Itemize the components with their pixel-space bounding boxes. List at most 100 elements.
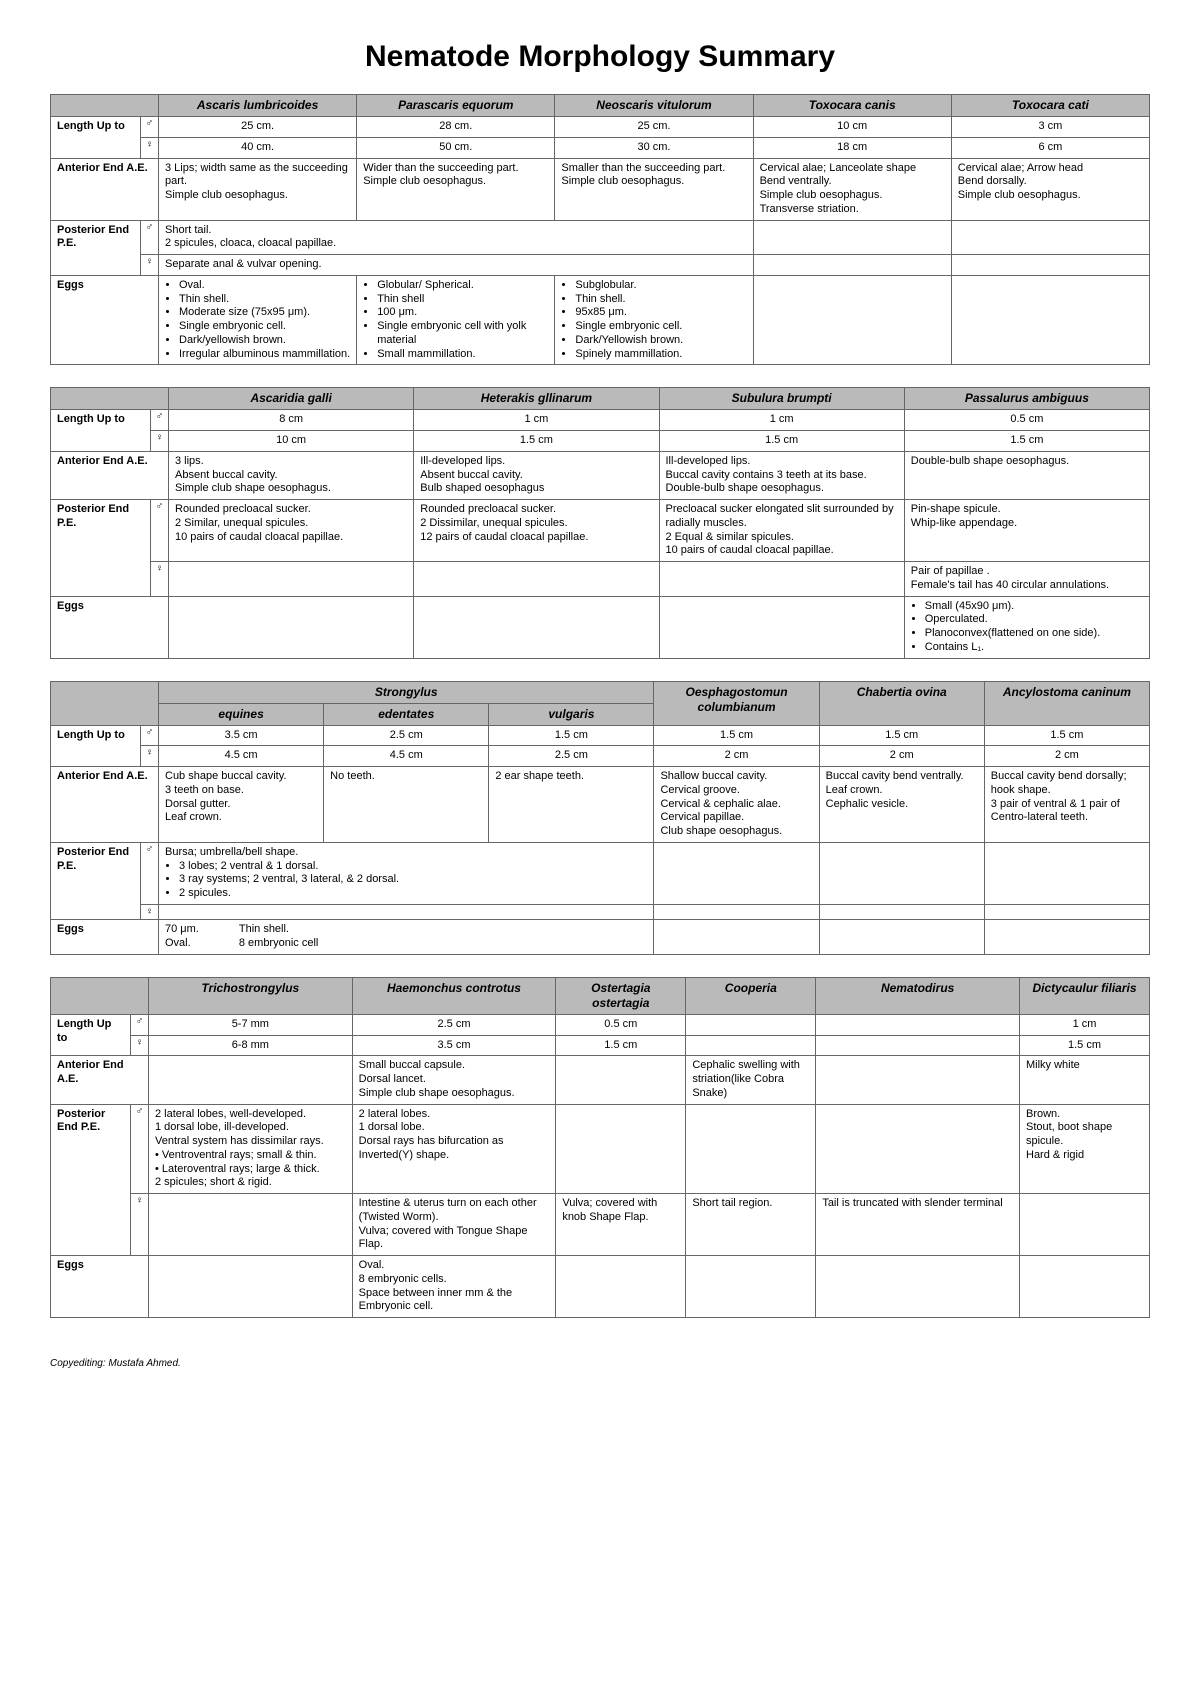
col-header: Toxocara canis xyxy=(753,95,951,117)
list-item: Small (45x90 μm). xyxy=(925,600,1143,614)
list-item: Subglobular. xyxy=(575,279,746,293)
cell xyxy=(816,1256,1020,1318)
cell: 1.5 cm xyxy=(819,725,984,746)
row-label-pe: Posterior End P.E. xyxy=(51,500,151,597)
cell xyxy=(686,1256,816,1318)
row-label-pe: Posterior End P.E. xyxy=(51,1104,131,1256)
cell: Shallow buccal cavity. Cervical groove. … xyxy=(654,767,819,843)
list-item: Single embryonic cell. xyxy=(575,320,746,334)
cell: 25 cm. xyxy=(159,117,357,138)
cell xyxy=(816,1035,1020,1056)
cell: Brown. Stout, boot shape spicule. Hard &… xyxy=(1020,1104,1150,1194)
footer-credit: Copyediting: Mustafa Ahmed. xyxy=(50,1358,1150,1369)
col-header: Cooperia xyxy=(686,977,816,1014)
list-item: Moderate size (75x95 μm). xyxy=(179,306,350,320)
cell: 1.5 cm xyxy=(904,431,1149,452)
male-icon: ♂ xyxy=(151,410,169,431)
cell: 3 Lips; width same as the succeeding par… xyxy=(159,158,357,220)
cell xyxy=(149,1056,353,1104)
cell xyxy=(816,1014,1020,1035)
cell: Smaller than the succeeding part. Simple… xyxy=(555,158,753,220)
row-label-length: Length Up to xyxy=(51,725,141,767)
female-icon: ♀ xyxy=(151,562,169,597)
cell: 3 lips. Absent buccal cavity. Simple clu… xyxy=(169,451,414,499)
male-icon: ♂ xyxy=(141,842,159,904)
col-header: Oesphagostomun columbianum xyxy=(654,681,819,725)
cell: Oval.Thin shell.Moderate size (75x95 μm)… xyxy=(159,275,357,365)
cell xyxy=(816,1104,1020,1194)
cell xyxy=(753,255,951,276)
table-4: Trichostrongylus Haemonchus controtus Os… xyxy=(50,977,1150,1318)
cell xyxy=(556,1056,686,1104)
cell: 4.5 cm xyxy=(324,746,489,767)
female-icon: ♀ xyxy=(131,1194,149,1256)
cell: 2 lateral lobes. 1 dorsal lobe. Dorsal r… xyxy=(352,1104,556,1194)
female-icon: ♀ xyxy=(141,746,159,767)
female-icon: ♀ xyxy=(151,431,169,452)
cell: 25 cm. xyxy=(555,117,753,138)
cell: 0.5 cm xyxy=(904,410,1149,431)
list-item: Spinely mammillation. xyxy=(575,348,746,362)
cell: 2 cm xyxy=(654,746,819,767)
row-label-length: Length Up to xyxy=(51,410,151,452)
cell: Small buccal capsule. Dorsal lancet. Sim… xyxy=(352,1056,556,1104)
male-icon: ♂ xyxy=(141,117,159,138)
cell: 28 cm. xyxy=(357,117,555,138)
cell xyxy=(951,275,1149,365)
cell: 2 cm xyxy=(984,746,1149,767)
row-label-ae: Anterior End A.E. xyxy=(51,158,159,220)
sub-header: equines xyxy=(159,703,324,725)
col-header: Ostertagia ostertagia xyxy=(556,977,686,1014)
cell: 1.5 cm xyxy=(654,725,819,746)
cell xyxy=(686,1104,816,1194)
male-icon: ♂ xyxy=(141,220,159,255)
cell: 2.5 cm xyxy=(352,1014,556,1035)
cell: 40 cm. xyxy=(159,137,357,158)
cell: 2 lateral lobes, well-developed. 1 dorsa… xyxy=(149,1104,353,1194)
col-header: Heterakis gllinarum xyxy=(414,388,659,410)
page-title: Nematode Morphology Summary xyxy=(50,40,1150,74)
cell xyxy=(819,904,984,920)
list-item: Single embryonic cell with yolk material xyxy=(377,320,548,348)
corner xyxy=(51,681,159,725)
cell xyxy=(159,904,654,920)
row-label-pe: Posterior End P.E. xyxy=(51,220,141,275)
cell: Rounded precloacal sucker. 2 Dissimilar,… xyxy=(414,500,659,562)
col-header: Chabertia ovina xyxy=(819,681,984,725)
cell: 6-8 mm xyxy=(149,1035,353,1056)
cell: Milky white xyxy=(1020,1056,1150,1104)
cell xyxy=(169,596,414,658)
cell xyxy=(686,1035,816,1056)
cell: No teeth. xyxy=(324,767,489,843)
row-label-eggs: Eggs xyxy=(51,920,159,955)
row-label-eggs: Eggs xyxy=(51,596,169,658)
cell: 2 cm xyxy=(819,746,984,767)
eggs-left: 70 μm. Oval. xyxy=(165,923,199,951)
list-item: Contains L₁. xyxy=(925,641,1143,655)
cell: Separate anal & vulvar opening. xyxy=(159,255,754,276)
cell xyxy=(753,220,951,255)
cell: 1.5 cm xyxy=(984,725,1149,746)
row-label-eggs: Eggs xyxy=(51,275,159,365)
group-header: Strongylus xyxy=(159,681,654,703)
cell: Double-bulb shape oesophagus. xyxy=(904,451,1149,499)
col-header: Dictycaulur filiaris xyxy=(1020,977,1150,1014)
list-item: Irregular albuminous mammillation. xyxy=(179,348,350,362)
table-3: Strongylus Oesphagostomun columbianum Ch… xyxy=(50,681,1150,955)
cell xyxy=(149,1194,353,1256)
female-icon: ♀ xyxy=(141,255,159,276)
cell xyxy=(1020,1194,1150,1256)
list-item: Dark/Yellowish brown. xyxy=(575,334,746,348)
cell: 1.5 cm xyxy=(414,431,659,452)
cell xyxy=(654,920,819,955)
cell: 1.5 cm xyxy=(1020,1035,1150,1056)
cell: 3.5 cm xyxy=(159,725,324,746)
cell xyxy=(654,842,819,904)
cell: Rounded precloacal sucker. 2 Similar, un… xyxy=(169,500,414,562)
male-icon: ♂ xyxy=(141,725,159,746)
cell: 5-7 mm xyxy=(149,1014,353,1035)
cell xyxy=(819,920,984,955)
list-item: Thin shell. xyxy=(179,293,350,307)
cell: 2.5 cm xyxy=(489,746,654,767)
col-header: Haemonchus controtus xyxy=(352,977,556,1014)
